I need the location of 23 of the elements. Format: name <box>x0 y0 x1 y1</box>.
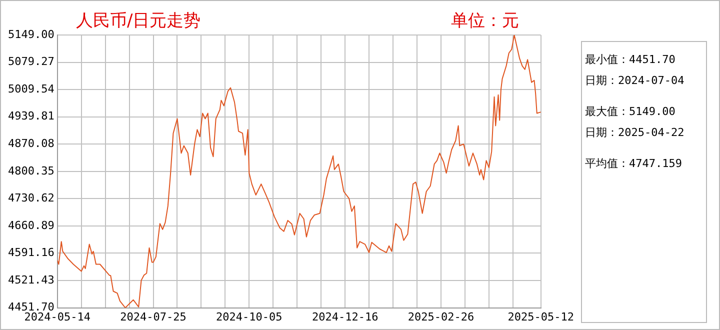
chart-title: 人民币/日元走势 <box>76 10 201 32</box>
text: 最大值：5149.00 <box>585 104 676 119</box>
y-tick-label: 5079.27 <box>8 55 54 68</box>
y-tick-label: 4870.08 <box>8 136 54 150</box>
y-tick-label: 4591.16 <box>8 246 54 260</box>
text: 日期：2024-07-04 <box>585 73 686 88</box>
y-tick-label: 4660.89 <box>8 218 54 232</box>
x-tick-label: 2024-05-14 <box>24 310 91 324</box>
x-tick-label: 2024-10-05 <box>216 310 282 324</box>
y-tick-label: 5009.54 <box>8 82 55 96</box>
y-tick-label: 4800.35 <box>8 164 54 178</box>
x-tick-label: 2025-05-12 <box>508 310 574 324</box>
x-tick-label: 2024-07-25 <box>120 310 186 324</box>
text: 日期：2025-04-22 <box>585 125 686 140</box>
x-tick-label: 2024-12-16 <box>312 310 378 324</box>
text: 平均值：4747.159 <box>585 156 683 171</box>
x-tick-label: 2025-02-26 <box>408 310 474 324</box>
text: 最小值：4451.70 <box>585 52 676 67</box>
chart-subtitle: 单位：元 <box>451 10 519 32</box>
y-tick-label: 4939.81 <box>8 110 54 123</box>
y-tick-label: 5149.00 <box>8 28 54 41</box>
y-tick-label: 4730.62 <box>8 192 54 205</box>
y-tick-label: 4521.43 <box>8 273 54 286</box>
